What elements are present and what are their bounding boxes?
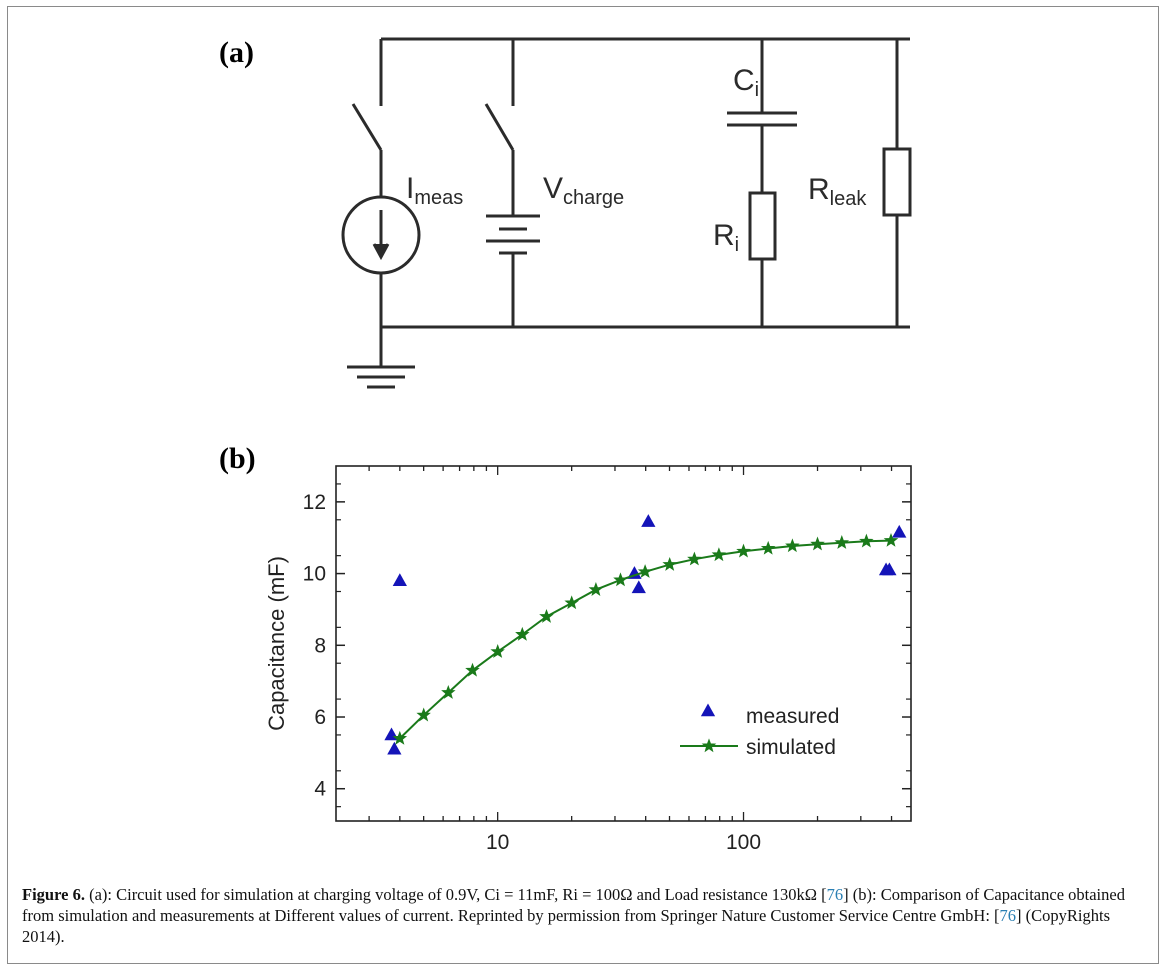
simulated-point bbox=[662, 556, 677, 571]
simulated-point bbox=[859, 533, 874, 548]
switch-2 bbox=[484, 103, 515, 151]
plot-frame bbox=[335, 465, 912, 822]
y-tick-label: 4 bbox=[314, 778, 326, 801]
simulated-point bbox=[392, 730, 408, 745]
measured-point bbox=[882, 562, 897, 576]
caption-text-2: ] (b): Comparison of Capacitance obtaine… bbox=[22, 885, 1125, 925]
panel-b-label: (b) bbox=[219, 442, 256, 475]
resistor-ri-symbol bbox=[748, 191, 777, 261]
simulated-point bbox=[760, 540, 776, 555]
measured-point bbox=[392, 573, 407, 586]
legend-simulated-label: simulated bbox=[746, 736, 836, 759]
simulated-point bbox=[736, 543, 751, 558]
caption-text-3: ] (CopyRights 2014). bbox=[22, 906, 1110, 946]
circuit-diagram: Imeas Vcharge Ci Ri Rleak bbox=[341, 37, 912, 389]
label-r-leak: Rleak bbox=[808, 173, 867, 210]
y-axis-label: Capacitance (mF) bbox=[264, 556, 289, 731]
simulated-point bbox=[637, 564, 653, 578]
simulated-point bbox=[834, 535, 850, 549]
panel-a-label: (a) bbox=[219, 36, 254, 69]
capacitance-chart: 4 6 8 10 12 10 100 Current (μA) Capacitance (mF)… bbox=[264, 465, 912, 860]
simulated-point bbox=[711, 547, 727, 562]
caption-text-1: (a): Circuit used for simulation at char… bbox=[84, 885, 827, 904]
y-tick-label: 6 bbox=[314, 706, 326, 729]
legend-measured-marker bbox=[700, 703, 716, 717]
x-tick-label: 10 bbox=[486, 831, 509, 854]
legend-measured-label: measured bbox=[746, 705, 839, 728]
switch-1 bbox=[351, 103, 383, 151]
caption-ref-link[interactable]: 76 bbox=[999, 906, 1017, 925]
simulated-point bbox=[539, 608, 554, 623]
simulated-point bbox=[490, 644, 505, 658]
y-tick-label: 10 bbox=[303, 563, 326, 586]
simulated-point bbox=[613, 572, 628, 587]
label-v-charge: Vcharge bbox=[543, 172, 624, 209]
measured-point bbox=[892, 524, 907, 538]
measured-point bbox=[641, 514, 656, 527]
figure-frame bbox=[7, 6, 1159, 964]
measured-point bbox=[631, 580, 646, 594]
caption-label: Figure 6. bbox=[22, 885, 85, 904]
simulated-point bbox=[441, 684, 456, 699]
x-axis-label: Current (μA) bbox=[563, 857, 684, 860]
simulated-point bbox=[515, 626, 530, 641]
x-tick-label: 100 bbox=[726, 831, 761, 854]
y-tick-label: 8 bbox=[314, 634, 326, 657]
simulated-point bbox=[785, 538, 800, 553]
caption-ref-link[interactable]: 76 bbox=[826, 885, 844, 904]
label-i-meas: Imeas bbox=[406, 172, 463, 209]
simulated-point bbox=[416, 707, 431, 722]
figure-caption: Figure 6. (a): Circuit used for simulati… bbox=[22, 884, 1142, 947]
simulated-point bbox=[564, 595, 580, 610]
y-tick-label: 12 bbox=[303, 491, 326, 514]
legend-simulated-marker bbox=[701, 738, 717, 753]
label-r-i: Ri bbox=[713, 219, 739, 256]
simulated-point bbox=[883, 532, 899, 547]
simulated-point bbox=[588, 582, 604, 596]
measured-point bbox=[387, 741, 402, 755]
simulated-point bbox=[465, 662, 480, 677]
label-c-i: Ci bbox=[733, 64, 759, 101]
resistor-rleak-symbol bbox=[882, 147, 912, 217]
simulated-point bbox=[810, 536, 825, 551]
simulated-point bbox=[687, 551, 702, 566]
